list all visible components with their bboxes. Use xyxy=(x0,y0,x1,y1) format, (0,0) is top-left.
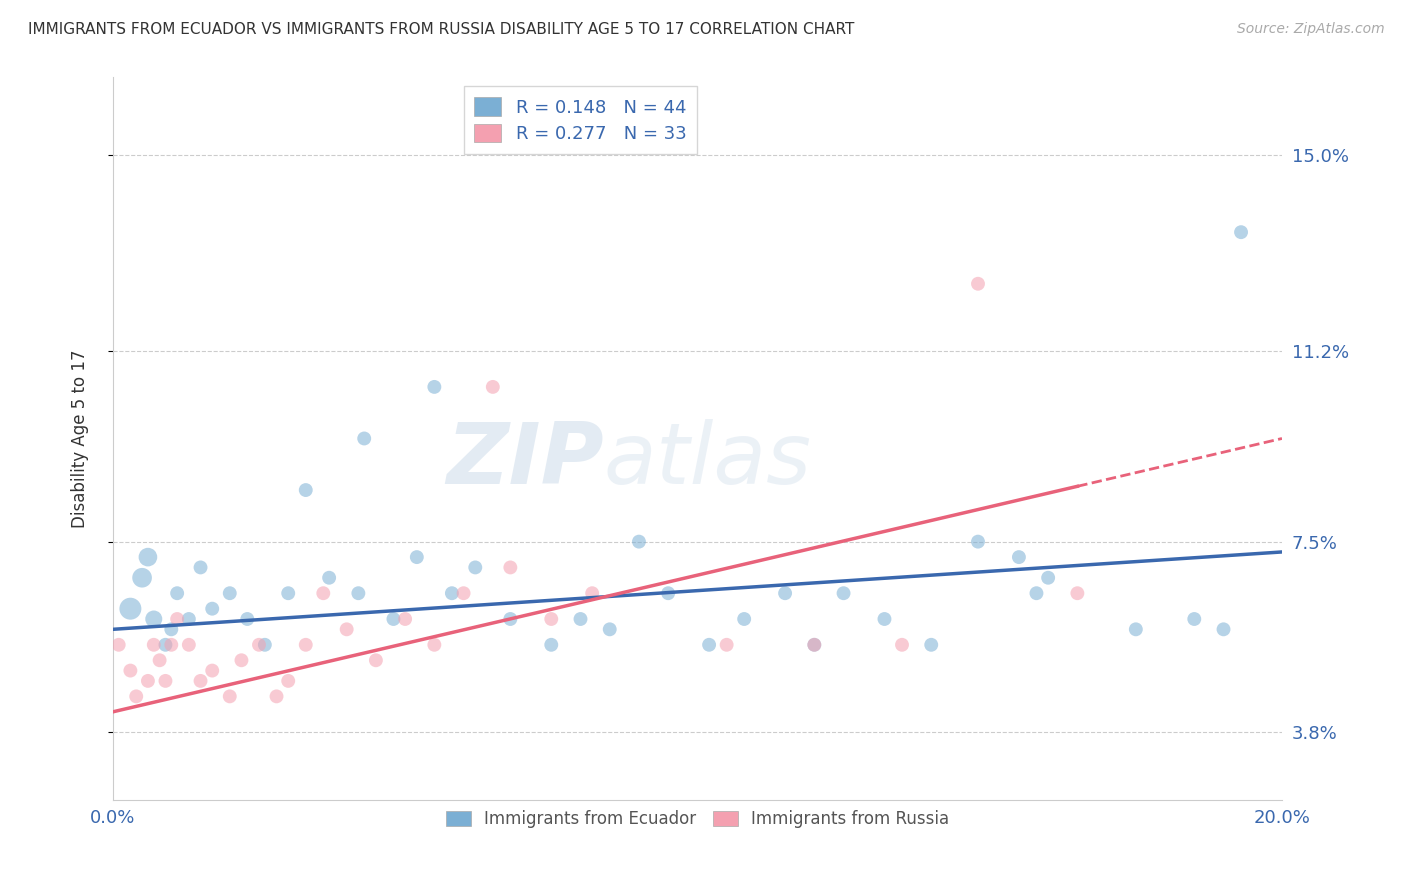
Point xyxy=(177,612,200,626)
Point xyxy=(569,612,592,626)
Point xyxy=(716,638,738,652)
Point xyxy=(405,550,427,565)
Point xyxy=(1182,612,1205,626)
Point xyxy=(599,623,621,637)
Point xyxy=(136,550,159,565)
Point xyxy=(453,586,475,600)
Point xyxy=(967,534,990,549)
Point xyxy=(423,638,446,652)
Point xyxy=(464,560,486,574)
Point xyxy=(190,673,212,688)
Point xyxy=(190,560,212,574)
Point xyxy=(482,380,505,394)
Text: Source: ZipAtlas.com: Source: ZipAtlas.com xyxy=(1237,22,1385,37)
Legend: Immigrants from Ecuador, Immigrants from Russia: Immigrants from Ecuador, Immigrants from… xyxy=(439,803,956,835)
Point xyxy=(236,612,259,626)
Point xyxy=(423,380,446,394)
Point xyxy=(107,638,129,652)
Point xyxy=(1212,623,1234,637)
Point xyxy=(253,638,276,652)
Point xyxy=(142,612,165,626)
Point xyxy=(891,638,914,652)
Point xyxy=(382,612,405,626)
Point xyxy=(201,664,224,678)
Point xyxy=(499,612,522,626)
Point xyxy=(155,638,177,652)
Point xyxy=(1036,571,1059,585)
Point xyxy=(120,664,142,678)
Point xyxy=(277,586,299,600)
Point xyxy=(627,534,650,549)
Point xyxy=(218,586,240,600)
Point xyxy=(131,571,153,585)
Point xyxy=(266,690,288,704)
Point xyxy=(832,586,855,600)
Point xyxy=(920,638,942,652)
Point xyxy=(177,638,200,652)
Point xyxy=(733,612,755,626)
Point xyxy=(540,612,562,626)
Point xyxy=(142,638,165,652)
Text: ZIP: ZIP xyxy=(446,418,605,501)
Point xyxy=(336,623,359,637)
Point xyxy=(247,638,270,652)
Point xyxy=(160,623,183,637)
Point xyxy=(166,612,188,626)
Point xyxy=(803,638,825,652)
Y-axis label: Disability Age 5 to 17: Disability Age 5 to 17 xyxy=(72,350,89,528)
Point xyxy=(1230,225,1253,239)
Point xyxy=(873,612,896,626)
Point xyxy=(136,673,159,688)
Point xyxy=(160,638,183,652)
Point xyxy=(967,277,990,291)
Point xyxy=(1066,586,1088,600)
Point xyxy=(312,586,335,600)
Point xyxy=(657,586,679,600)
Point xyxy=(318,571,340,585)
Point xyxy=(294,483,316,497)
Point xyxy=(773,586,796,600)
Point xyxy=(1025,586,1047,600)
Point xyxy=(155,673,177,688)
Point xyxy=(540,638,562,652)
Point xyxy=(1125,623,1147,637)
Point xyxy=(353,432,375,446)
Point xyxy=(440,586,463,600)
Point xyxy=(697,638,720,652)
Point xyxy=(347,586,370,600)
Point xyxy=(120,601,142,615)
Point xyxy=(218,690,240,704)
Point xyxy=(166,586,188,600)
Text: atlas: atlas xyxy=(605,418,811,501)
Point xyxy=(149,653,172,667)
Point xyxy=(364,653,387,667)
Point xyxy=(201,601,224,615)
Point xyxy=(294,638,316,652)
Point xyxy=(125,690,148,704)
Point xyxy=(394,612,416,626)
Point xyxy=(499,560,522,574)
Point xyxy=(1008,550,1031,565)
Point xyxy=(277,673,299,688)
Point xyxy=(803,638,825,652)
Text: IMMIGRANTS FROM ECUADOR VS IMMIGRANTS FROM RUSSIA DISABILITY AGE 5 TO 17 CORRELA: IMMIGRANTS FROM ECUADOR VS IMMIGRANTS FR… xyxy=(28,22,855,37)
Point xyxy=(581,586,603,600)
Point xyxy=(231,653,253,667)
